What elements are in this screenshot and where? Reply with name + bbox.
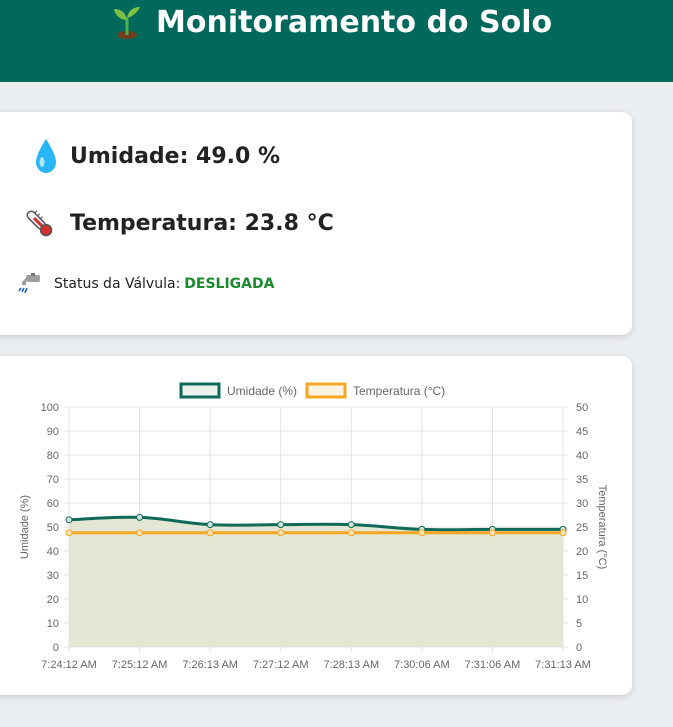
- temperatura-row: Temperatura: 23.8 °C: [22, 206, 334, 240]
- temperatura-point: [347, 529, 355, 537]
- legend-label-umidade: Umidade (%): [227, 384, 297, 398]
- valve-status-row: Status da Válvula: DESLIGADA: [18, 272, 274, 296]
- temperatura-point: [277, 529, 285, 537]
- valve-status-label: Status da Válvula:: [54, 276, 181, 292]
- umidade-point: [206, 521, 214, 529]
- x-tick-label: 7:27:12 AM: [253, 659, 309, 671]
- umidade-point: [277, 521, 285, 529]
- sensor-chart: 0 10 20 30 40 50 60 70 80 90 100 0 5 10 15 20 25 30 35 40 45…: [19, 382, 608, 671]
- y-tick-label: 30: [47, 570, 59, 582]
- header-title-group: Monitoramento do Solo: [110, 2, 552, 42]
- y2-tick-label: 45: [576, 426, 588, 438]
- y2-tick-label: 15: [576, 570, 588, 582]
- y-tick-label: 60: [47, 498, 59, 510]
- x-tick-label: 7:31:06 AM: [465, 659, 521, 671]
- umidade-line: [68, 515, 563, 532]
- y2-tick-label: 25: [576, 522, 588, 534]
- temperatura-point: [488, 529, 496, 537]
- umidade-row: Umidade: 49.0 %: [34, 138, 280, 174]
- y-tick-label: 70: [47, 474, 59, 486]
- status-card: [0, 112, 632, 335]
- umidade-point: [65, 516, 73, 524]
- temperatura-point: [206, 529, 214, 537]
- x-tick-label: 7:25:12 AM: [112, 659, 168, 671]
- y-tick-label: 80: [47, 450, 59, 462]
- y-axis-title: Umidade (%): [19, 495, 31, 559]
- temperatura-value: Temperatura: 23.8 °C: [70, 210, 334, 236]
- legend-label-temperatura: Temperatura (°C): [353, 384, 445, 398]
- x-tick-label: 7:28:13 AM: [323, 659, 379, 671]
- y2-tick-label: 35: [576, 474, 588, 486]
- thermometer-icon: [26, 210, 53, 237]
- y-tick-label: 100: [41, 402, 59, 414]
- y-tick-label: 0: [53, 642, 59, 654]
- temperatura-point: [65, 529, 73, 537]
- x-tick-label: 7:31:13 AM: [535, 659, 591, 671]
- y2-tick-label: 5: [576, 618, 582, 630]
- temperatura-point: [136, 529, 144, 537]
- umidade-area: [69, 517, 563, 647]
- y-tick-label: 50: [47, 522, 59, 534]
- legend-swatch-umidade: [179, 382, 221, 399]
- temperatura-point: [559, 529, 567, 537]
- legend-swatch-temperatura: [305, 382, 347, 399]
- x-tick-label: 7:24:12 AM: [41, 659, 97, 671]
- umidade-value: Umidade: 49.0 %: [70, 143, 281, 169]
- y2-axis-title: Temperatura (°C): [596, 485, 608, 569]
- y2-tick-label: 50: [576, 402, 588, 414]
- y-tick-label: 90: [47, 426, 59, 438]
- y-tick-label: 20: [47, 594, 59, 606]
- umidade-point: [347, 521, 355, 529]
- x-tick-label: 7:26:13 AM: [182, 659, 238, 671]
- water-drop-icon: [36, 139, 56, 173]
- umidade-point: [136, 513, 144, 521]
- faucet-icon: [18, 273, 40, 294]
- y2-tick-label: 10: [576, 594, 588, 606]
- page-title: Monitoramento do Solo: [156, 4, 553, 40]
- y-tick-label: 10: [47, 618, 59, 630]
- y2-tick-label: 20: [576, 546, 588, 558]
- seedling-icon: [114, 7, 140, 39]
- app-header: Monitoramento do Solo: [0, 0, 673, 82]
- temperatura-point: [418, 529, 426, 537]
- y2-tick-label: 30: [576, 498, 588, 510]
- valve-status-value: DESLIGADA: [184, 276, 275, 292]
- x-tick-label: 7:30:06 AM: [394, 659, 450, 671]
- y-tick-label: 40: [47, 546, 59, 558]
- y2-tick-label: 40: [576, 450, 588, 462]
- y2-tick-label: 0: [576, 642, 582, 654]
